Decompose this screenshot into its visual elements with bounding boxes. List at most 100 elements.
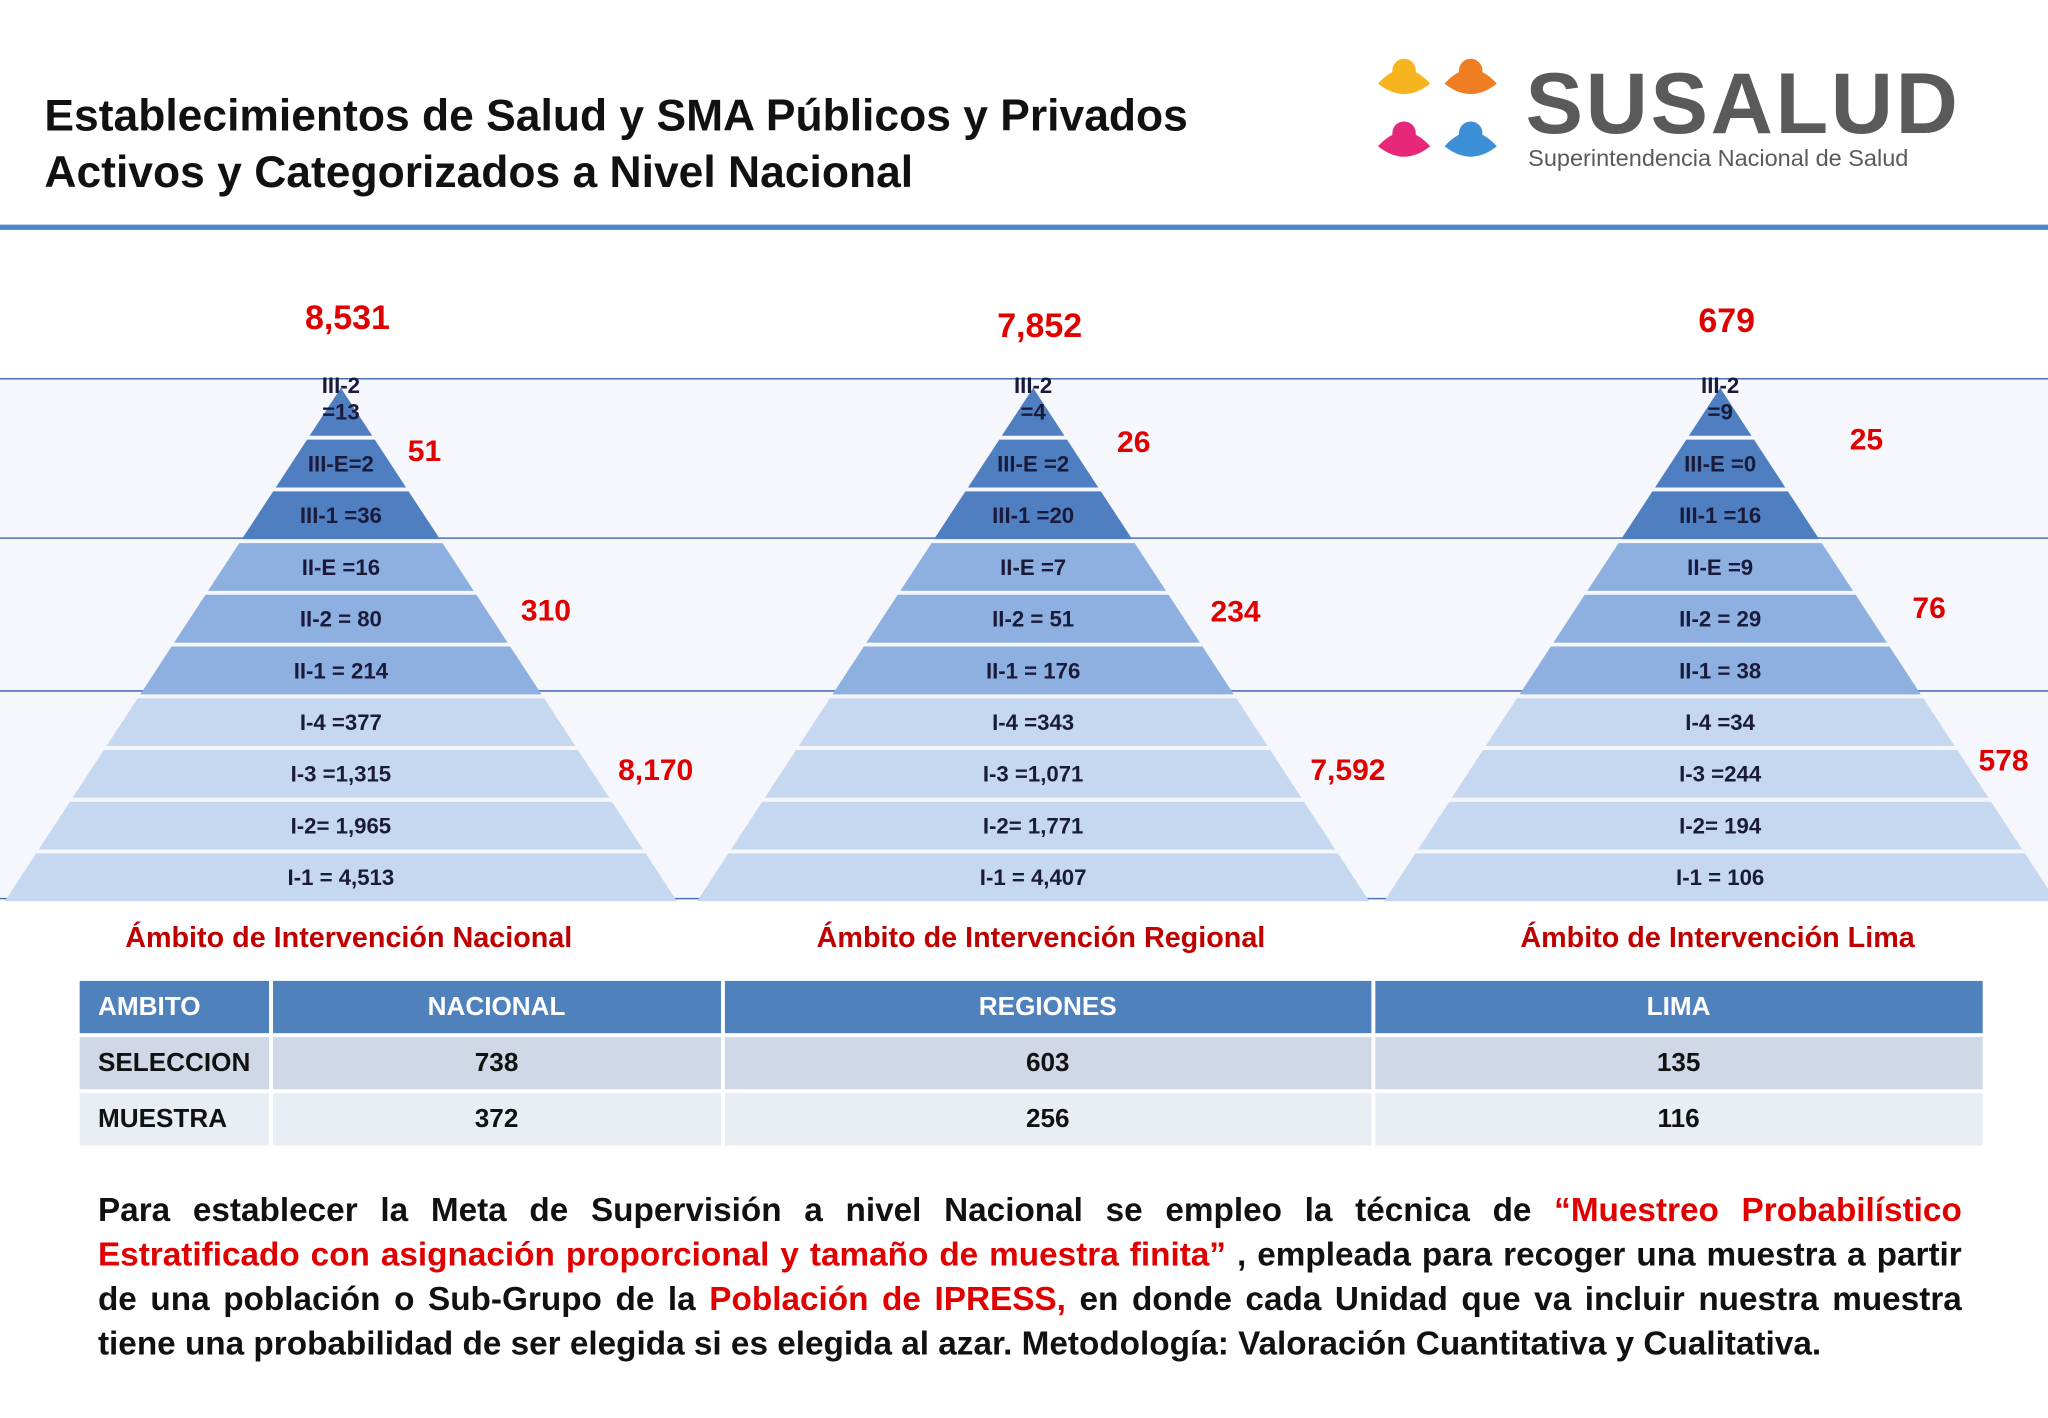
level-label: II-E =7 xyxy=(1000,555,1066,580)
pyramid-level xyxy=(1654,439,1786,488)
level-label: I-2= 1,771 xyxy=(983,813,1084,838)
pyramid-total: 8,531 xyxy=(305,299,390,337)
table-cell: 135 xyxy=(1374,1037,1983,1090)
body-text: Para establecer la Meta de Supervisión a… xyxy=(97,1192,1555,1230)
pyramid-level xyxy=(900,543,1167,591)
pyramid-caption: Ámbito de Intervención Lima Metropolitan… xyxy=(1520,920,1915,963)
pyramid-level xyxy=(208,543,474,591)
pyramid-level xyxy=(38,801,644,850)
pyramid-level xyxy=(1621,491,1820,540)
table-cell: 603 xyxy=(724,1037,1372,1090)
level-label: III-2 xyxy=(1014,373,1052,398)
summary-table: AMBITO NACIONAL REGIONES LIMA SELECCION 738 60… xyxy=(76,977,1986,1149)
table-row: SELECCION 738 603 135 xyxy=(79,1037,1983,1090)
level-label: II-1 = 214 xyxy=(294,658,389,683)
level-label: I-3 =1,315 xyxy=(291,762,392,787)
level-label: III-E =2 xyxy=(997,451,1069,476)
level-label: I-3 =1,071 xyxy=(983,762,1084,787)
pyramid-level xyxy=(1519,646,1921,695)
table-cell: SELECCION xyxy=(79,1037,269,1090)
level-label: I-1 = 4,407 xyxy=(980,865,1087,890)
level-label: II-E =9 xyxy=(1687,555,1753,580)
pyramid-level xyxy=(1553,594,1887,643)
pyramid-level xyxy=(697,853,1370,902)
emphasis-text: Población de IPRESS, xyxy=(709,1281,1066,1318)
table-cell: 372 xyxy=(272,1093,721,1146)
logo-petal xyxy=(1444,69,1497,95)
group-total: 578 xyxy=(1979,745,2029,778)
pyramid-level xyxy=(967,439,1099,488)
pyramid-level xyxy=(730,801,1336,850)
level-label: III-2 xyxy=(322,373,360,398)
pyramid-level xyxy=(798,698,1268,747)
level-label: III-2 xyxy=(1701,373,1739,398)
logo-name: SUSALUD xyxy=(1526,56,1961,152)
pyramid-level xyxy=(4,853,677,902)
level-label: =9 xyxy=(1708,399,1733,424)
group-total: 25 xyxy=(1850,423,1883,456)
table-row: MUESTRA 372 256 116 xyxy=(79,1093,1983,1146)
header-rule xyxy=(0,224,2048,230)
pyramid-level xyxy=(1587,543,1854,591)
pyramid-level xyxy=(934,491,1133,540)
level-label: I-2= 1,965 xyxy=(291,813,392,838)
logo-petal xyxy=(1377,131,1431,157)
level-label: II-2 = 51 xyxy=(992,607,1074,632)
body-text: , empleada para recoger una muestra a pa… xyxy=(97,1236,1962,1318)
header-cell: AMBITO xyxy=(79,980,269,1034)
level-label: I-4 =377 xyxy=(300,710,382,735)
pyramid-level xyxy=(1417,801,2023,850)
table-cell: 738 xyxy=(272,1037,721,1090)
group-total: 51 xyxy=(408,435,441,468)
pyramid-caption: Ámbito de Intervención Regional xyxy=(816,920,1266,954)
level-label: III-1 =20 xyxy=(992,503,1074,528)
body-text: en donde cada Unidad que va incluir nues… xyxy=(97,1281,1962,1363)
pyramid-level xyxy=(1688,387,1752,436)
level-label: II-1 = 176 xyxy=(986,658,1080,683)
group-total: 234 xyxy=(1211,596,1261,629)
level-label: I-3 =244 xyxy=(1679,762,1762,787)
group-total: 7,592 xyxy=(1310,754,1385,787)
table-cell: MUESTRA xyxy=(79,1093,269,1146)
title-line: Activos y Categorizados a Nivel Nacional xyxy=(44,147,914,198)
pyramid-level xyxy=(1384,853,2048,902)
title-line: Establecimientos de Salud y SMA Públicos… xyxy=(44,91,1188,142)
emphasis-text: “Muestreo Probabilístico Estratificado c… xyxy=(97,1192,1962,1274)
methodology-paragraph: Para establecer la Meta de Supervisión a… xyxy=(98,1189,1962,1367)
pyramid-level xyxy=(866,594,1200,643)
table-cell: 256 xyxy=(724,1093,1372,1146)
header-cell: NACIONAL xyxy=(272,980,721,1034)
level-label: III-E=2 xyxy=(308,451,374,476)
group-total: 310 xyxy=(521,594,571,627)
header-cell: REGIONES xyxy=(724,980,1372,1034)
pyramid-level xyxy=(1485,698,1955,747)
level-label: II-2 = 29 xyxy=(1679,607,1761,632)
level-label: I-1 = 106 xyxy=(1676,865,1764,890)
pyramid-total: 7,852 xyxy=(997,307,1082,345)
level-label: II-2 = 80 xyxy=(300,607,382,632)
pyramid-level xyxy=(309,387,373,436)
pyramid-level xyxy=(1001,387,1065,436)
level-label: III-1 =36 xyxy=(300,503,382,528)
level-label: III-E =0 xyxy=(1684,451,1756,476)
title: Establecimientos de Salud y SMA Públicos… xyxy=(44,89,1187,201)
group-total: 76 xyxy=(1912,592,1945,625)
group-total: 8,170 xyxy=(618,754,693,787)
level-label: =13 xyxy=(322,399,360,424)
level-label: =4 xyxy=(1020,399,1046,424)
table-header-row: AMBITO NACIONAL REGIONES LIMA xyxy=(79,980,1983,1034)
level-label: II-1 = 38 xyxy=(1679,658,1761,683)
pyramid-level xyxy=(72,749,610,798)
pyramid-level xyxy=(106,698,576,747)
level-label: I-1 = 4,513 xyxy=(288,865,395,890)
logo-mark xyxy=(1377,58,1497,157)
level-label: II-E =16 xyxy=(302,555,380,580)
pyramid-level xyxy=(764,749,1302,798)
level-label: I-4 =34 xyxy=(1685,710,1755,735)
logo-petal xyxy=(1444,131,1497,157)
pyramid-level xyxy=(140,646,542,695)
header-cell: LIMA xyxy=(1374,980,1983,1034)
table-cell: 116 xyxy=(1374,1093,1983,1146)
